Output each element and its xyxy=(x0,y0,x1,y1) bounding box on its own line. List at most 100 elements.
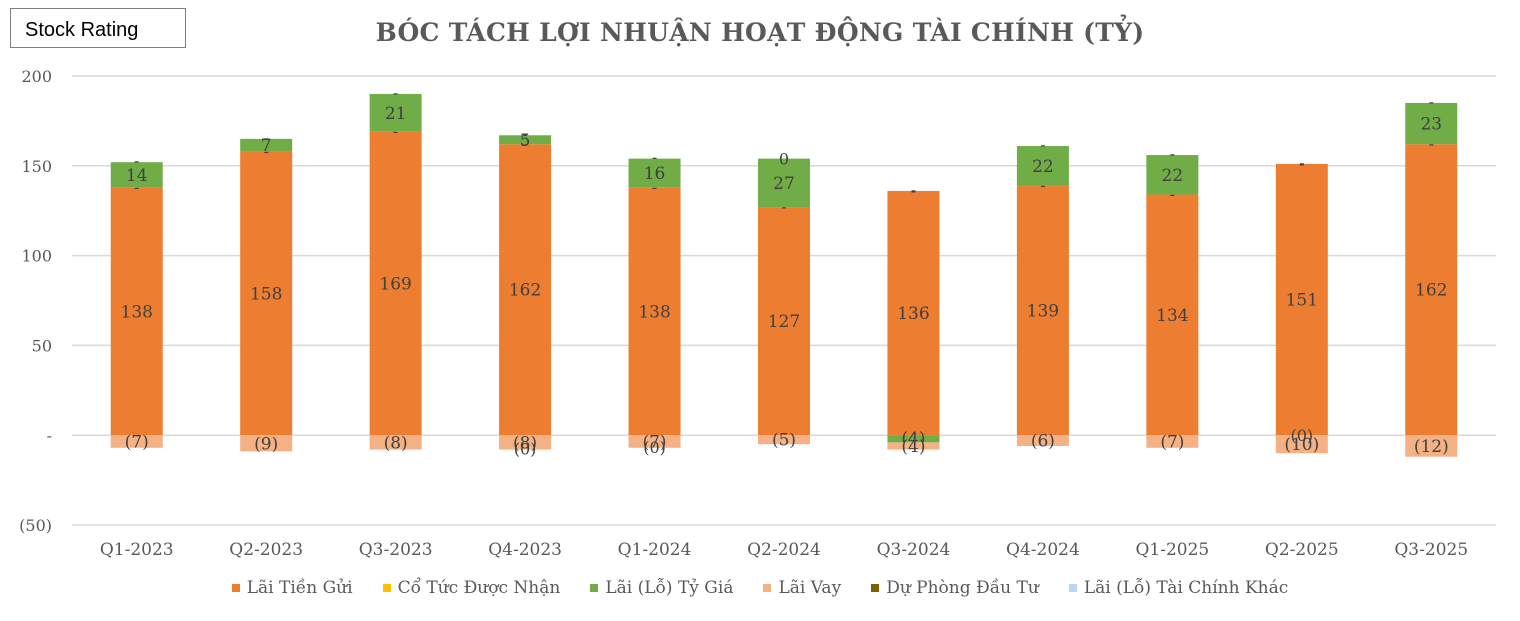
data-label: 151 xyxy=(1286,291,1318,311)
y-tick-label: (50) xyxy=(19,516,52,535)
data-label: 162 xyxy=(509,281,541,301)
x-tick-label: Q3-2025 xyxy=(1394,540,1468,560)
data-label: 127 xyxy=(768,312,800,332)
bar-segment xyxy=(1146,194,1199,436)
data-label: - xyxy=(134,151,139,170)
x-tick-label: Q4-2024 xyxy=(1006,540,1080,560)
legend-item: Lãi Vay xyxy=(763,578,841,598)
bar-segment xyxy=(628,158,681,188)
data-label: - xyxy=(1040,135,1045,154)
bar-segment xyxy=(887,190,940,436)
data-label: 22 xyxy=(1162,166,1184,186)
data-label: (0) xyxy=(643,438,666,457)
data-label: (6) xyxy=(1031,432,1055,452)
bar-segment xyxy=(758,207,810,436)
y-tick-label: 200 xyxy=(21,67,52,86)
data-label: (12) xyxy=(1414,437,1449,457)
x-tick-label: Q4-2023 xyxy=(488,540,562,560)
x-tick-label: Q2-2023 xyxy=(229,540,303,560)
bar-segment xyxy=(1016,435,1069,446)
bar-segment xyxy=(1405,435,1458,457)
data-label: 14 xyxy=(126,166,148,186)
bar-segment xyxy=(758,435,810,445)
data-label: 5 xyxy=(520,131,531,151)
bar-segment xyxy=(1405,102,1458,145)
bar-segment xyxy=(499,144,552,436)
data-label: - xyxy=(1040,176,1045,195)
x-tick-label: Q2-2024 xyxy=(747,540,821,560)
legend-label: Lãi (Lỗ) Tài Chính Khác xyxy=(1083,578,1289,598)
y-tick-label: - xyxy=(47,426,52,445)
bar-segment xyxy=(887,435,940,443)
bar-segment xyxy=(369,131,422,436)
data-label: - xyxy=(1170,185,1175,204)
legend-item: Dự Phòng Đầu Tư xyxy=(871,578,1039,598)
legend-item: Lãi (Lỗ) Tỷ Giá xyxy=(590,578,733,598)
x-tick-label: Q1-2023 xyxy=(100,540,174,560)
bar-segment xyxy=(1275,164,1328,436)
bar-segment xyxy=(110,162,163,188)
data-label: 23 xyxy=(1420,115,1442,135)
bar-segment xyxy=(499,435,552,450)
legend-item: Lãi (Lỗ) Tài Chính Khác xyxy=(1068,578,1289,598)
data-label: - xyxy=(522,134,527,153)
bar-segment xyxy=(110,435,163,448)
data-label: 21 xyxy=(385,104,407,124)
data-label: - xyxy=(911,181,916,200)
data-label: - xyxy=(652,148,657,167)
data-label: - xyxy=(1299,154,1304,173)
legend-item: Lãi Tiền Gửi xyxy=(231,578,353,598)
data-label: - xyxy=(134,177,139,196)
data-label: 7 xyxy=(261,136,272,156)
x-tick-label: Q1-2024 xyxy=(618,540,692,560)
legend-label: Lãi (Lỗ) Tỷ Giá xyxy=(605,578,734,598)
bar-segment xyxy=(110,187,163,436)
data-label: (7) xyxy=(1160,432,1184,452)
data-label: - xyxy=(652,177,657,196)
data-label: (8) xyxy=(384,433,408,453)
data-label: - xyxy=(263,128,268,147)
chart-legend: Lãi Tiền Gửi Cổ Tức Được Nhận Lãi (Lỗ) Tỷ … xyxy=(0,578,1520,598)
legend-swatch xyxy=(231,584,240,592)
data-label: - xyxy=(522,124,527,143)
bar-segment xyxy=(369,435,422,450)
bar-segment xyxy=(1275,435,1328,454)
stock-rating-badge: Stock Rating xyxy=(10,8,186,48)
legend-label: Dự Phòng Đầu Tư xyxy=(886,578,1039,598)
bar-segment xyxy=(1016,146,1069,186)
data-label: - xyxy=(781,197,786,216)
data-label: 138 xyxy=(121,302,153,322)
bar-segment xyxy=(1016,185,1069,436)
data-label: (7) xyxy=(642,432,666,452)
bar-segment xyxy=(240,151,293,436)
data-label: - xyxy=(1429,92,1434,111)
bar-segment xyxy=(1405,144,1458,436)
bar-segment xyxy=(1146,155,1199,195)
legend-swatch xyxy=(382,584,391,592)
data-label: 162 xyxy=(1415,281,1447,301)
data-label: (10) xyxy=(1284,435,1319,455)
data-label: 22 xyxy=(1032,157,1054,177)
data-label: - xyxy=(1299,153,1304,172)
bar-segment xyxy=(499,135,552,145)
legend-swatch xyxy=(590,584,599,592)
legend-label: Lãi Vay xyxy=(778,578,842,598)
legend-label: Lãi Tiền Gửi xyxy=(246,578,353,598)
legend-item: Cổ Tức Được Nhận xyxy=(382,578,560,598)
y-tick-label: 150 xyxy=(21,157,52,176)
x-tick-label: Q1-2025 xyxy=(1135,540,1209,560)
bar-segment xyxy=(369,93,422,132)
data-label: 169 xyxy=(379,274,411,294)
y-tick-label: 100 xyxy=(21,247,52,266)
data-label: 139 xyxy=(1027,301,1059,321)
y-tick-label: 50 xyxy=(32,336,52,355)
data-label: - xyxy=(393,83,398,102)
data-label: - xyxy=(263,141,268,160)
data-label: 134 xyxy=(1156,306,1188,326)
bar-segment xyxy=(1146,435,1199,448)
x-tick-label: Q3-2023 xyxy=(359,540,433,560)
data-label: (0) xyxy=(1290,426,1313,445)
data-label: 136 xyxy=(897,304,929,324)
bar-segment xyxy=(887,442,940,450)
data-label: 16 xyxy=(644,164,666,184)
